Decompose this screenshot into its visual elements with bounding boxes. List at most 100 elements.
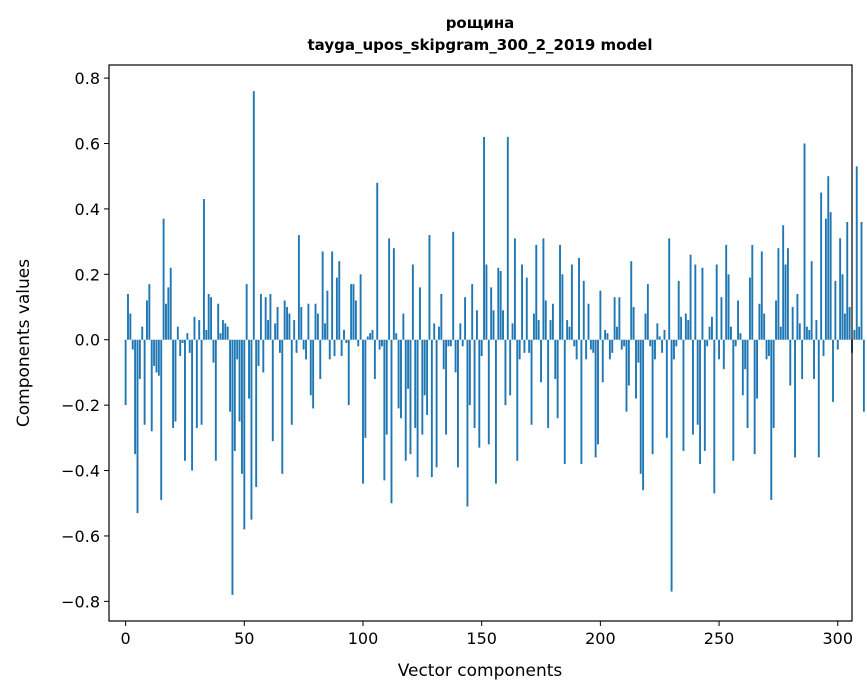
bar-280 bbox=[789, 339, 792, 386]
y-tick-label: 0.8 bbox=[75, 69, 100, 88]
bar-130 bbox=[433, 323, 436, 340]
bar-183 bbox=[559, 244, 561, 340]
bar-88 bbox=[333, 339, 336, 357]
bar-152 bbox=[485, 264, 488, 340]
bar-27 bbox=[188, 339, 191, 353]
bar-271 bbox=[767, 339, 770, 357]
bar-286 bbox=[803, 143, 806, 340]
x-tick-label: 150 bbox=[466, 629, 497, 648]
bar-82 bbox=[319, 339, 322, 379]
bar-180 bbox=[551, 303, 554, 340]
bar-215 bbox=[635, 339, 637, 399]
bar-202 bbox=[604, 329, 607, 340]
bar-188 bbox=[570, 264, 573, 340]
bar-204 bbox=[608, 339, 611, 360]
bar-19 bbox=[169, 267, 172, 340]
bar-117 bbox=[402, 313, 405, 340]
bar-293 bbox=[820, 192, 823, 340]
bar-288 bbox=[808, 329, 811, 340]
bar-67 bbox=[283, 300, 286, 340]
bar-85 bbox=[326, 290, 329, 340]
bar-21 bbox=[174, 339, 177, 422]
bar-123 bbox=[416, 339, 419, 478]
bar-125 bbox=[421, 339, 424, 435]
bar-301 bbox=[839, 238, 842, 340]
bar-217 bbox=[639, 339, 642, 474]
bar-200 bbox=[599, 290, 602, 340]
bar-137 bbox=[449, 339, 452, 347]
bar-220 bbox=[646, 284, 649, 340]
bar-212 bbox=[627, 339, 630, 386]
bar-258 bbox=[737, 300, 740, 340]
bar-41 bbox=[221, 320, 224, 340]
bar-81 bbox=[316, 313, 319, 340]
bar-158 bbox=[499, 271, 502, 340]
bar-39 bbox=[217, 303, 220, 340]
bar-8 bbox=[143, 339, 146, 425]
bar-235 bbox=[682, 339, 685, 451]
bar-255 bbox=[729, 326, 732, 340]
bar-52 bbox=[248, 339, 250, 399]
bar-23 bbox=[179, 339, 182, 357]
bar-260 bbox=[741, 339, 744, 396]
bar-80 bbox=[314, 303, 317, 340]
bar-245 bbox=[706, 339, 709, 347]
chart-subtitle: tayga_upos_skipgram_300_2_2019 model bbox=[308, 36, 653, 54]
bar-309 bbox=[858, 326, 861, 340]
bar-224 bbox=[656, 323, 659, 340]
bar-198 bbox=[594, 339, 597, 458]
bar-167 bbox=[521, 264, 523, 340]
bar-165 bbox=[516, 339, 519, 461]
bar-53 bbox=[250, 339, 253, 520]
bar-221 bbox=[649, 339, 652, 347]
bar-193 bbox=[582, 280, 585, 340]
y-tick-label: 0.2 bbox=[75, 265, 100, 284]
bar-50 bbox=[243, 339, 246, 530]
bar-132 bbox=[438, 326, 440, 340]
bar-86 bbox=[328, 339, 331, 360]
bar-150 bbox=[480, 339, 483, 357]
bar-26 bbox=[186, 333, 189, 340]
bar-273 bbox=[772, 339, 775, 429]
bar-153 bbox=[487, 339, 490, 445]
bar-121 bbox=[411, 264, 414, 340]
bar-36 bbox=[210, 297, 213, 340]
bar-282 bbox=[794, 339, 796, 458]
bar-71 bbox=[293, 320, 296, 340]
bar-250 bbox=[718, 339, 721, 360]
bar-274 bbox=[775, 300, 777, 340]
chart-title: рощина bbox=[446, 14, 515, 32]
bar-14 bbox=[157, 339, 160, 376]
bar-169 bbox=[525, 277, 528, 340]
bar-252 bbox=[722, 339, 725, 370]
bar-129 bbox=[430, 339, 433, 478]
bar-144 bbox=[466, 339, 469, 507]
bar-201 bbox=[601, 339, 604, 383]
bar-283 bbox=[796, 293, 799, 340]
bar-222 bbox=[651, 339, 654, 455]
bar-77 bbox=[307, 303, 310, 340]
bar-45 bbox=[231, 339, 234, 595]
bar-279 bbox=[786, 248, 789, 340]
bar-13 bbox=[155, 339, 158, 373]
bar-141 bbox=[459, 323, 462, 340]
bar-72 bbox=[295, 339, 298, 353]
bar-6 bbox=[138, 339, 141, 379]
bar-83 bbox=[321, 251, 324, 340]
bar-32 bbox=[200, 339, 203, 425]
bar-0 bbox=[124, 339, 127, 406]
bar-173 bbox=[535, 244, 538, 340]
bar-303 bbox=[843, 313, 846, 340]
x-tick-label: 200 bbox=[585, 629, 616, 648]
bar-139 bbox=[454, 339, 457, 373]
bar-116 bbox=[400, 339, 402, 419]
bar-1 bbox=[127, 293, 129, 340]
bar-119 bbox=[407, 339, 410, 389]
bar-87 bbox=[331, 251, 334, 340]
bar-57 bbox=[259, 293, 262, 340]
bar-205 bbox=[611, 339, 614, 353]
bar-181 bbox=[554, 339, 557, 379]
bar-120 bbox=[409, 339, 412, 455]
bar-56 bbox=[257, 339, 260, 366]
